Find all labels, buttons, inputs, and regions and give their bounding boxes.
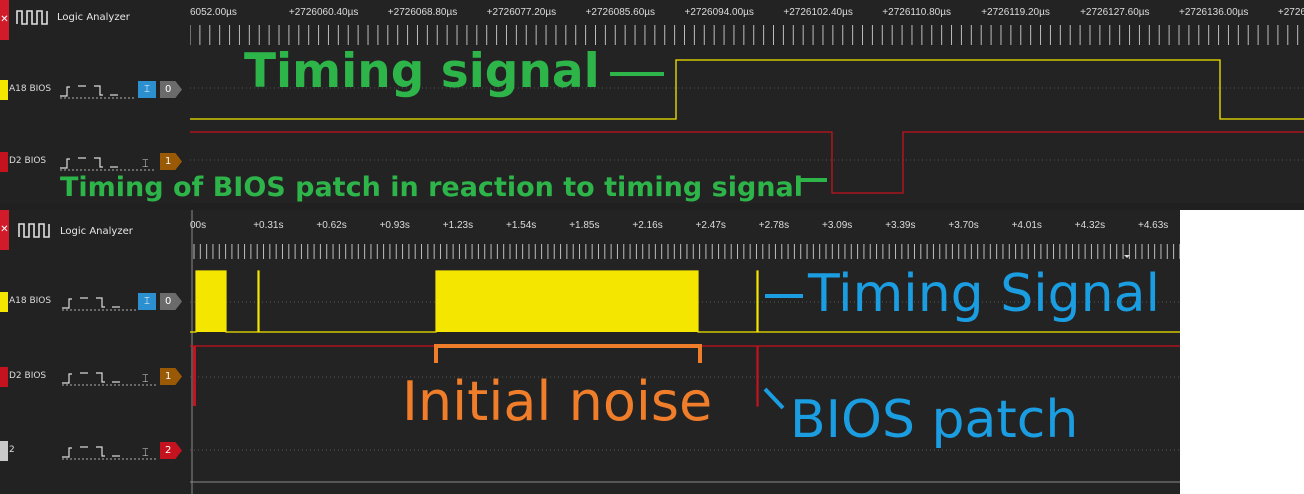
panel-header: ✕ Logic Analyzer — [0, 0, 190, 40]
ruler-tick-label: +2726077.20µs — [487, 7, 556, 18]
channel-index-tag: 1 — [160, 153, 182, 170]
logic-waveform-icon — [18, 223, 50, 238]
ruler-tick-label: +0.31s — [253, 220, 283, 231]
ruler-tick-label: +1.54s — [506, 220, 536, 231]
annotation-timing-signal: Timing signal — [244, 44, 600, 99]
panel-title: Logic Analyzer — [57, 12, 130, 23]
signal-burst — [193, 346, 196, 406]
ruler-tick-label: +2.78s — [759, 220, 789, 231]
channel-color-swatch — [0, 367, 8, 387]
ruler-tick-label: +2726110.80µs — [882, 7, 951, 18]
ruler-tick-label: +4.32s — [1075, 220, 1105, 231]
ruler-tick-label: +0.93s — [380, 220, 410, 231]
time-ruler — [193, 244, 1180, 259]
annotation-pointer-line — [800, 178, 827, 182]
close-icon[interactable]: ✕ — [0, 0, 9, 40]
logic-analyzer-panel-overview: ✕ Logic Analyzer A18 BIOS ⌶ 0 D2 BIOS — [0, 210, 1180, 494]
trigger-options-icon[interactable] — [60, 293, 138, 311]
ruler-tick-label: 00s — [190, 220, 206, 231]
ruler-tick-label: +2.16s — [632, 220, 662, 231]
ruler-tick-label: +1.23s — [443, 220, 473, 231]
ruler-tick-label: +3.09s — [822, 220, 852, 231]
channel-color-swatch — [0, 441, 8, 461]
ruler-tick-label: +2726119.20µs — [981, 7, 1050, 18]
edge-trigger-button[interactable]: ⌶ — [138, 293, 156, 310]
channel-sidebar: ✕ Logic Analyzer A18 BIOS ⌶ 0 D2 BIOS — [0, 0, 190, 203]
ruler-tick-label: +3.70s — [948, 220, 978, 231]
logic-waveform-icon — [16, 10, 48, 25]
trigger-options-icon[interactable] — [58, 81, 136, 99]
channel-row-2[interactable]: 2 ⌶ 2 — [0, 439, 190, 463]
noise-bracket-icon — [434, 344, 702, 363]
ruler-tick-label: +4.63s — [1138, 220, 1168, 231]
channel-index-tag: 0 — [160, 293, 182, 310]
channel-name: D2 BIOS — [9, 371, 47, 381]
channel-color-swatch — [0, 152, 8, 172]
edge-trigger-button[interactable]: ⌶ — [138, 81, 156, 98]
scroll-marker-icon[interactable] — [1124, 255, 1130, 258]
signal-burst — [436, 271, 698, 332]
ruler-tick-label: +2726094.00µs — [685, 7, 754, 18]
panel-header: ✕ Logic Analyzer — [0, 210, 190, 250]
annotation-initial-noise: Initial noise — [402, 370, 713, 433]
channel-sidebar: ✕ Logic Analyzer A18 BIOS ⌶ 0 D2 BIOS — [0, 210, 190, 494]
annotation-timing-signal: Timing Signal — [808, 264, 1160, 324]
waveform-plot[interactable]: 00s +0.31s +0.62s +0.93s +1.23s +1.54s +1.85s +… — [190, 210, 1180, 494]
annotation-bios-patch: BIOS patch — [790, 390, 1079, 450]
ruler-tick-label: +4.01s — [1012, 220, 1042, 231]
close-icon[interactable]: ✕ — [0, 210, 9, 250]
time-ruler-labels: 00s +0.31s +0.62s +0.93s +1.23s +1.54s +1.85s +… — [190, 220, 1168, 231]
trigger-options-icon[interactable]: ⌶ — [60, 368, 160, 386]
channel-row-a18[interactable]: A18 BIOS ⌶ 0 — [0, 78, 190, 102]
signal-trace-a18 — [190, 59, 1304, 120]
annotation-pointer-icon — [763, 387, 785, 410]
annotation-bios-patch-timing: Timing of BIOS patch in reaction to timi… — [60, 172, 803, 203]
waveform-plot[interactable]: 6052.00µs +2726060.40µs +2726068.80µs +2726… — [190, 0, 1304, 203]
time-ruler — [190, 25, 1299, 45]
annotation-pointer-line — [610, 72, 664, 76]
channel-index-tag: 2 — [160, 442, 182, 459]
channel-row-d2[interactable]: D2 BIOS ⌶ 1 — [0, 365, 190, 389]
ruler-tick-label: +0.62s — [316, 220, 346, 231]
channel-index-tag: 1 — [160, 368, 182, 385]
channel-name: A18 BIOS — [9, 296, 52, 306]
ruler-tick-label: +2.47s — [696, 220, 726, 231]
channel-row-d2[interactable]: D2 BIOS ⌶ 1 — [0, 150, 190, 174]
annotation-pointer-line — [765, 294, 803, 298]
signal-burst — [196, 271, 226, 332]
channel-name: D2 BIOS — [9, 156, 47, 166]
channel-index-tag: 0 — [160, 81, 182, 98]
svg-text:⌶: ⌶ — [142, 372, 149, 385]
ruler-tick-label: +1.85s — [569, 220, 599, 231]
ruler-tick-label: +2726127.60µs — [1080, 7, 1149, 18]
ruler-tick-label: +2726068.80µs — [388, 7, 457, 18]
ruler-tick-label: +2726144 — [1278, 7, 1304, 18]
ruler-tick-label: +2726085.60µs — [586, 7, 655, 18]
channel-color-swatch — [0, 80, 8, 100]
ruler-tick-label: 6052.00µs — [190, 7, 237, 18]
time-ruler-labels: 6052.00µs +2726060.40µs +2726068.80µs +2726… — [190, 7, 1304, 18]
panel-title: Logic Analyzer — [60, 226, 133, 237]
svg-text:⌶: ⌶ — [142, 157, 149, 170]
trigger-options-icon[interactable]: ⌶ — [58, 153, 158, 171]
logic-analyzer-panel-zoomed: ✕ Logic Analyzer A18 BIOS ⌶ 0 D2 BIOS — [0, 0, 1304, 203]
trigger-options-icon[interactable]: ⌶ — [60, 442, 160, 460]
ruler-tick-label: +2726060.40µs — [289, 7, 358, 18]
ruler-tick-label: +2726102.40µs — [783, 7, 852, 18]
channel-color-swatch — [0, 292, 8, 312]
ruler-tick-label: +2726136.00µs — [1179, 7, 1248, 18]
channel-name: 2 — [9, 445, 15, 455]
channel-row-a18[interactable]: A18 BIOS ⌶ 0 — [0, 290, 190, 314]
channel-name: A18 BIOS — [9, 84, 52, 94]
svg-text:⌶: ⌶ — [142, 446, 149, 459]
signal-trace-d2 — [190, 131, 1304, 194]
blank-region — [1180, 210, 1304, 494]
ruler-tick-label: +3.39s — [885, 220, 915, 231]
